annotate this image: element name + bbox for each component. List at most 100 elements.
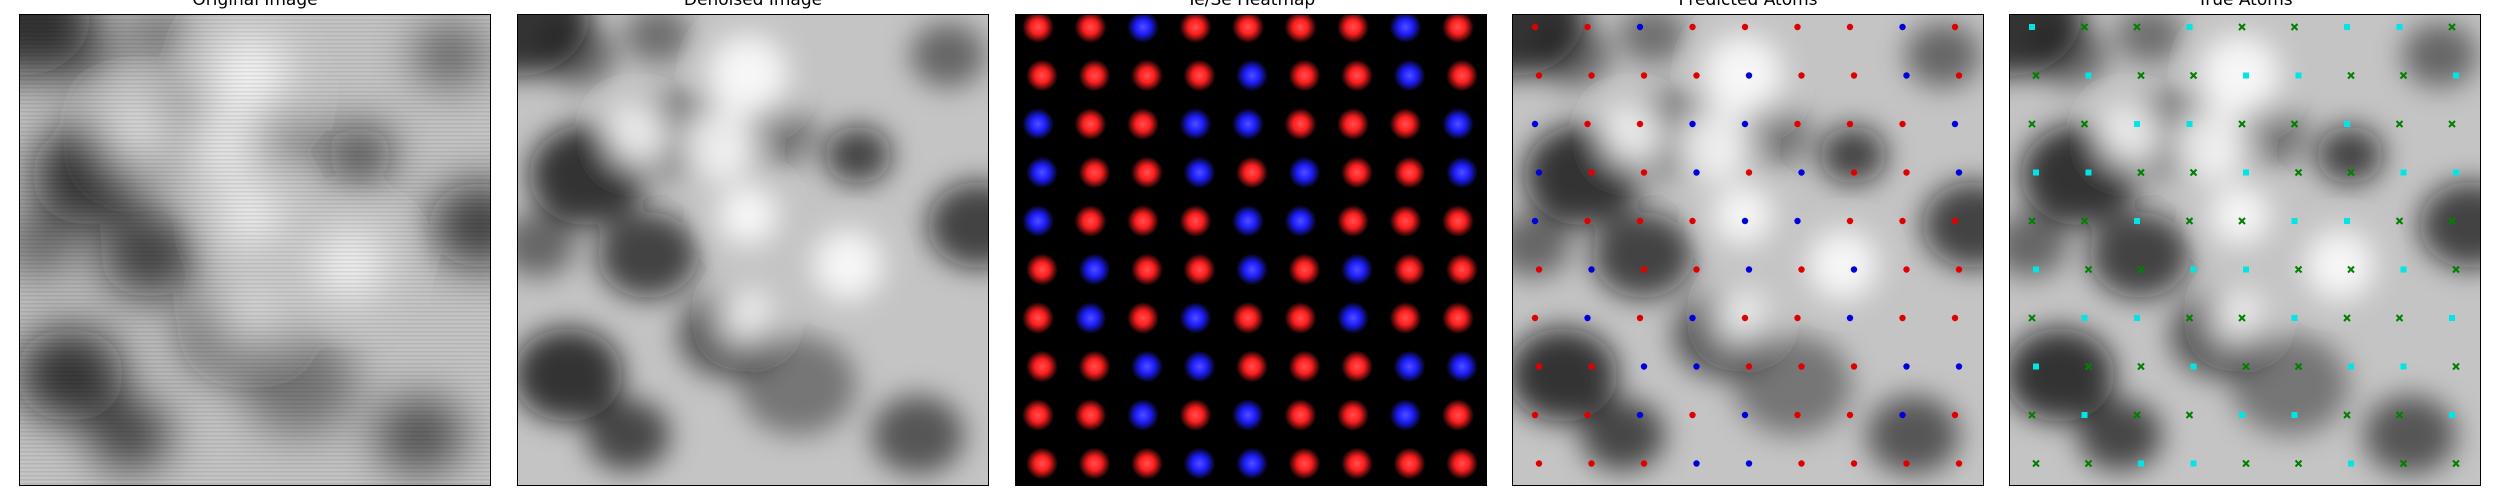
dark-region [1619,15,1687,64]
true-cyan-marker [2190,266,2197,273]
dark-region [1905,22,1981,88]
panel-denoised: Denoised Image [517,0,989,500]
true-cyan-marker [2453,72,2459,79]
bright-region [2305,230,2375,300]
true-cyan-marker [2243,266,2249,273]
te-peak [1393,253,1426,286]
predicted-te-marker [1535,460,1543,467]
se-peak [1389,15,1422,43]
true-green-marker [2452,265,2460,274]
predicted-te-marker [1850,363,1858,370]
true-green-marker [2290,23,2299,31]
true-green-marker [2448,120,2456,128]
se-peak [1446,350,1478,383]
panel-heatmap: Te/Se Heatmap [1015,0,1487,500]
te-peak [1074,399,1107,431]
heatmap-image [1016,15,1486,485]
predicted-te-marker [1794,23,1801,31]
predicted-te-marker [1903,169,1910,176]
true-cyan-marker [2291,218,2298,224]
dark-region [126,15,194,64]
dark-region [20,212,78,278]
true-green-marker [2238,23,2246,31]
true-green-marker [2294,168,2303,177]
predicted-te-marker [1584,411,1591,419]
true-green-marker [2084,265,2093,274]
te-peak [1022,302,1054,334]
predicted-se-marker [1531,120,1539,128]
bright-region [723,290,773,340]
true-cyan-marker [2243,72,2249,79]
te-peak [1074,15,1107,43]
dark-region [2078,399,2162,471]
predicted-te-marker [1846,120,1854,128]
predicted-te-marker [1951,411,1959,419]
predicted-te-marker [1531,23,1539,31]
predicted-se-marker [1903,363,1910,370]
true-green-marker [2294,265,2303,274]
predicted-te-marker [1850,72,1858,79]
bright-region [813,230,883,300]
true-green-marker [2343,314,2351,322]
bright-region [2100,105,2160,165]
true-cyan-marker [2190,363,2197,370]
dark-region [2402,22,2478,88]
true-green-marker [2137,71,2145,80]
true-green-marker [2189,168,2198,177]
se-peak [1236,447,1268,480]
dark-region [326,126,394,184]
predicted-te-marker [1745,363,1753,370]
predicted-te-marker [1689,411,1696,419]
te-peak [1026,59,1058,92]
te-peak [1078,350,1111,383]
predicted-te-marker [1955,72,1963,79]
bright-region [2200,35,2280,115]
bright-region [1703,35,1783,115]
predicted-se-marker [1693,363,1700,370]
te-peak [1022,399,1054,431]
te-peak [1288,350,1321,383]
te-peak [1341,350,1373,383]
te-peak [1442,15,1474,43]
dark-region [241,334,359,436]
predicted-se-marker [1531,217,1539,225]
se-peak [1446,156,1478,189]
true-green-marker [2133,23,2141,31]
predicted-se-marker [1741,120,1749,128]
true-cyan-marker [2449,315,2455,321]
te-peak [1446,59,1478,92]
se-peak [1131,350,1163,383]
true-cyan-marker [2134,121,2140,127]
te-peak [1337,108,1369,140]
predicted-te-marker [1955,266,1963,273]
te-peak [1179,205,1212,237]
true-cyan-marker [2291,412,2298,418]
true-cyan-marker [2239,412,2245,418]
predicted-te-marker [1535,363,1543,370]
predicted-se-marker [1955,363,1963,370]
true-cyan-marker [2029,24,2035,30]
panel-title: Predicted Atoms [1678,0,1818,10]
dark-region [42,22,118,88]
te-peak [1131,253,1163,286]
dark-region [2363,395,2457,475]
te-peak [1284,15,1317,43]
bright-region [708,35,788,115]
dark-region [739,334,857,436]
te-peak [1337,15,1369,43]
true-green-marker [2137,265,2145,274]
predicted-se-marker [1689,314,1696,322]
dark-region [1513,212,1571,278]
true-cyan-marker [2081,412,2088,418]
se-peak [1236,59,1268,92]
denoised-image [518,15,988,485]
predicted-se-marker [1640,363,1648,370]
predicted-te-marker [1693,266,1700,273]
predicted-te-marker [1535,72,1543,79]
predicted-te-marker [1899,120,1906,128]
true-cyan-marker [2344,218,2350,224]
dark-region [429,181,490,269]
te-peak [1288,59,1321,92]
dark-region [99,211,201,299]
true-green-marker [2399,459,2408,468]
